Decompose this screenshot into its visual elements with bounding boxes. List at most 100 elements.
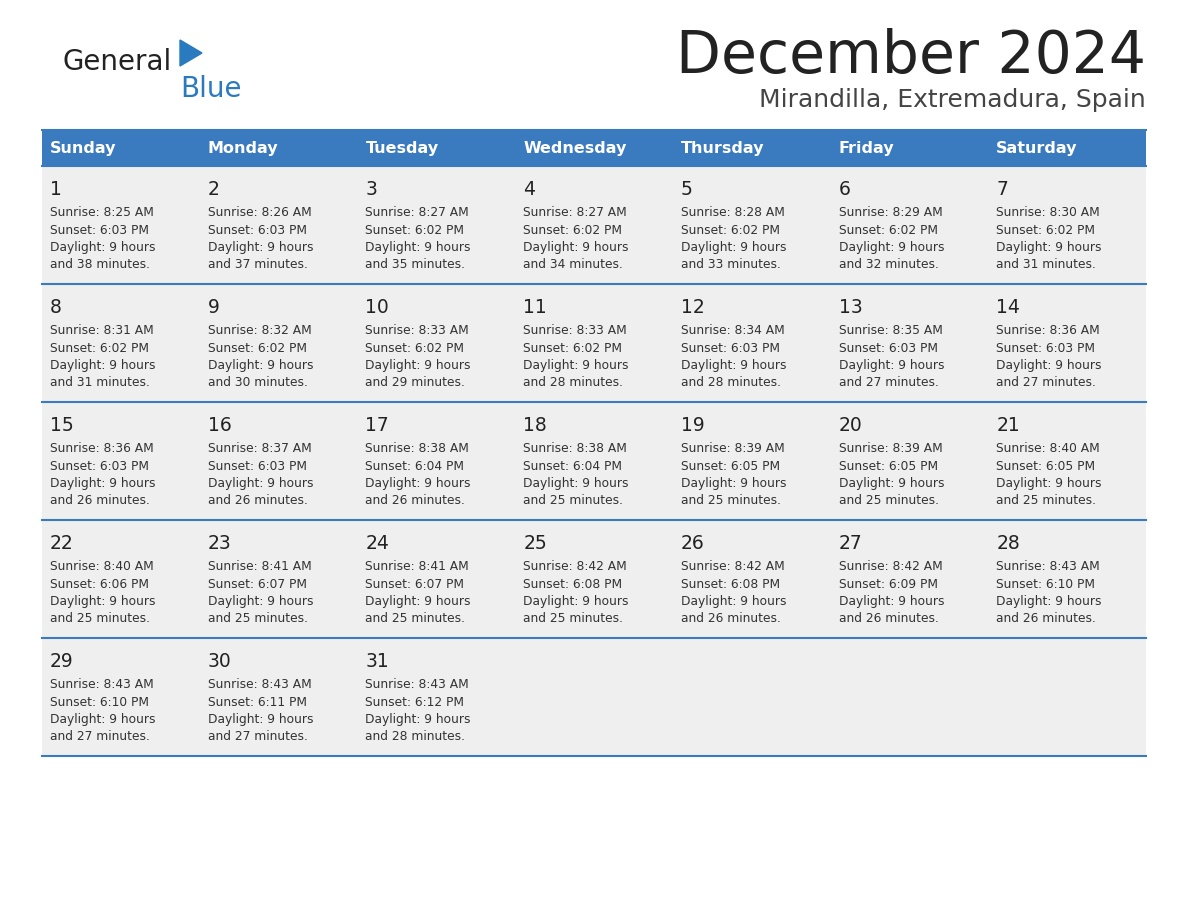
Text: Sunset: 6:10 PM: Sunset: 6:10 PM (997, 577, 1095, 590)
Text: Friday: Friday (839, 140, 895, 155)
Bar (42, 638, 200, 756)
Text: Daylight: 9 hours: Daylight: 9 hours (997, 241, 1101, 254)
Text: Sunset: 6:03 PM: Sunset: 6:03 PM (681, 341, 779, 354)
Text: Sunset: 6:03 PM: Sunset: 6:03 PM (50, 223, 148, 237)
Bar (358, 520, 516, 638)
Text: and 26 minutes.: and 26 minutes. (208, 495, 308, 508)
Text: Tuesday: Tuesday (366, 140, 438, 155)
Text: Sunset: 6:03 PM: Sunset: 6:03 PM (997, 341, 1095, 354)
Text: 6: 6 (839, 180, 851, 199)
Bar (988, 284, 1146, 402)
Text: 20: 20 (839, 416, 862, 435)
Text: Daylight: 9 hours: Daylight: 9 hours (208, 477, 314, 490)
Text: Sunset: 6:05 PM: Sunset: 6:05 PM (839, 460, 937, 473)
Bar (830, 166, 988, 284)
Text: Daylight: 9 hours: Daylight: 9 hours (997, 359, 1101, 372)
Text: 18: 18 (523, 416, 546, 435)
Text: Sunrise: 8:41 AM: Sunrise: 8:41 AM (366, 560, 469, 573)
Text: Sunrise: 8:40 AM: Sunrise: 8:40 AM (50, 560, 153, 573)
Text: Sunset: 6:09 PM: Sunset: 6:09 PM (839, 577, 937, 590)
Text: Daylight: 9 hours: Daylight: 9 hours (50, 713, 156, 726)
Text: and 26 minutes.: and 26 minutes. (50, 495, 150, 508)
Bar (672, 130, 830, 166)
Text: 4: 4 (523, 180, 535, 199)
Text: 12: 12 (681, 298, 704, 317)
Text: Daylight: 9 hours: Daylight: 9 hours (366, 241, 470, 254)
Text: Sunrise: 8:30 AM: Sunrise: 8:30 AM (997, 206, 1100, 219)
Text: Daylight: 9 hours: Daylight: 9 hours (366, 477, 470, 490)
Text: Sunrise: 8:29 AM: Sunrise: 8:29 AM (839, 206, 942, 219)
Bar (830, 520, 988, 638)
Bar (672, 284, 830, 402)
Bar (200, 166, 358, 284)
Bar (200, 284, 358, 402)
Text: Sunset: 6:03 PM: Sunset: 6:03 PM (208, 223, 307, 237)
Text: Sunset: 6:02 PM: Sunset: 6:02 PM (366, 341, 465, 354)
Text: Sunrise: 8:43 AM: Sunrise: 8:43 AM (208, 678, 311, 691)
Bar (672, 402, 830, 520)
Text: Sunset: 6:02 PM: Sunset: 6:02 PM (997, 223, 1095, 237)
Text: 8: 8 (50, 298, 62, 317)
Text: Daylight: 9 hours: Daylight: 9 hours (997, 477, 1101, 490)
Text: Daylight: 9 hours: Daylight: 9 hours (523, 359, 628, 372)
Text: Sunset: 6:05 PM: Sunset: 6:05 PM (681, 460, 781, 473)
Text: Daylight: 9 hours: Daylight: 9 hours (681, 477, 786, 490)
Text: Saturday: Saturday (997, 140, 1078, 155)
Text: Sunrise: 8:41 AM: Sunrise: 8:41 AM (208, 560, 311, 573)
Text: 25: 25 (523, 534, 546, 553)
Text: and 25 minutes.: and 25 minutes. (208, 612, 308, 625)
Text: and 33 minutes.: and 33 minutes. (681, 259, 781, 272)
Text: 5: 5 (681, 180, 693, 199)
Text: Sunset: 6:10 PM: Sunset: 6:10 PM (50, 696, 148, 709)
Text: Sunset: 6:02 PM: Sunset: 6:02 PM (366, 223, 465, 237)
Text: Daylight: 9 hours: Daylight: 9 hours (839, 241, 944, 254)
Text: Daylight: 9 hours: Daylight: 9 hours (366, 713, 470, 726)
Text: Monday: Monday (208, 140, 278, 155)
Text: 17: 17 (366, 416, 390, 435)
Text: Sunset: 6:08 PM: Sunset: 6:08 PM (681, 577, 781, 590)
Text: Thursday: Thursday (681, 140, 764, 155)
Text: and 31 minutes.: and 31 minutes. (997, 259, 1097, 272)
Text: 3: 3 (366, 180, 378, 199)
Text: 9: 9 (208, 298, 220, 317)
Text: Daylight: 9 hours: Daylight: 9 hours (681, 595, 786, 608)
Text: Daylight: 9 hours: Daylight: 9 hours (839, 595, 944, 608)
Text: and 25 minutes.: and 25 minutes. (839, 495, 939, 508)
Text: and 32 minutes.: and 32 minutes. (839, 259, 939, 272)
Text: Daylight: 9 hours: Daylight: 9 hours (50, 477, 156, 490)
Text: and 27 minutes.: and 27 minutes. (208, 731, 308, 744)
Text: Sunday: Sunday (50, 140, 116, 155)
Text: Sunrise: 8:40 AM: Sunrise: 8:40 AM (997, 442, 1100, 455)
Bar (200, 520, 358, 638)
Text: December 2024: December 2024 (676, 28, 1146, 85)
Text: and 38 minutes.: and 38 minutes. (50, 259, 150, 272)
Bar (358, 638, 516, 756)
Text: Blue: Blue (181, 75, 241, 103)
Text: 2: 2 (208, 180, 220, 199)
Text: and 25 minutes.: and 25 minutes. (681, 495, 781, 508)
Text: Daylight: 9 hours: Daylight: 9 hours (208, 713, 314, 726)
Text: and 25 minutes.: and 25 minutes. (523, 495, 624, 508)
Text: Sunrise: 8:35 AM: Sunrise: 8:35 AM (839, 324, 942, 337)
Bar (200, 402, 358, 520)
Text: 27: 27 (839, 534, 862, 553)
Text: Wednesday: Wednesday (523, 140, 626, 155)
Text: 16: 16 (208, 416, 232, 435)
Text: and 37 minutes.: and 37 minutes. (208, 259, 308, 272)
Text: Daylight: 9 hours: Daylight: 9 hours (366, 359, 470, 372)
Text: 28: 28 (997, 534, 1020, 553)
Bar (672, 520, 830, 638)
Text: and 25 minutes.: and 25 minutes. (366, 612, 466, 625)
Text: Sunrise: 8:38 AM: Sunrise: 8:38 AM (523, 442, 627, 455)
Bar (830, 130, 988, 166)
Text: Sunset: 6:11 PM: Sunset: 6:11 PM (208, 696, 307, 709)
Text: Sunset: 6:07 PM: Sunset: 6:07 PM (208, 577, 307, 590)
Text: and 25 minutes.: and 25 minutes. (523, 612, 624, 625)
Text: Daylight: 9 hours: Daylight: 9 hours (208, 241, 314, 254)
Bar (42, 166, 200, 284)
Text: and 27 minutes.: and 27 minutes. (50, 731, 150, 744)
Text: and 27 minutes.: and 27 minutes. (997, 376, 1097, 389)
Bar (42, 284, 200, 402)
Text: Sunset: 6:07 PM: Sunset: 6:07 PM (366, 577, 465, 590)
Text: Sunrise: 8:37 AM: Sunrise: 8:37 AM (208, 442, 311, 455)
